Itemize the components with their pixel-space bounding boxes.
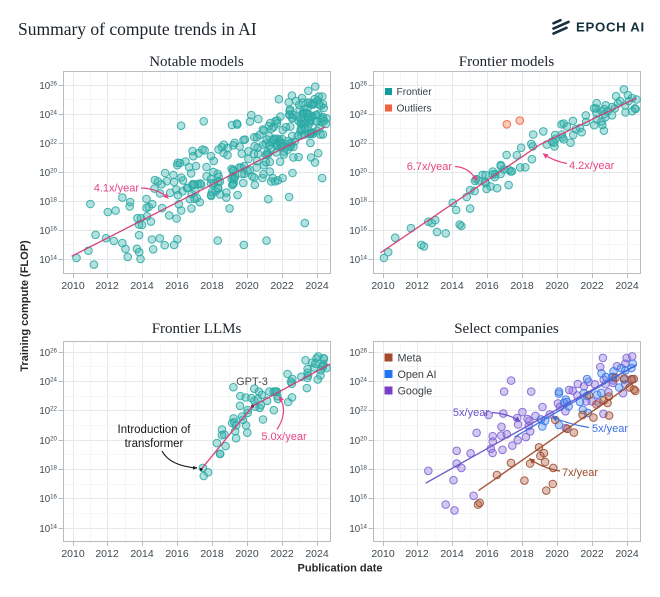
svg-text:2024: 2024 — [305, 280, 329, 292]
svg-text:1016: 1016 — [349, 225, 367, 237]
svg-text:2024: 2024 — [615, 280, 639, 292]
svg-text:2016: 2016 — [165, 280, 189, 292]
svg-text:1014: 1014 — [349, 523, 367, 535]
svg-text:2014: 2014 — [130, 548, 154, 560]
svg-text:Select companies: Select companies — [454, 321, 559, 337]
svg-text:2016: 2016 — [475, 548, 499, 560]
svg-text:2014: 2014 — [440, 548, 464, 560]
svg-text:2010: 2010 — [371, 548, 395, 560]
svg-text:Introduction of: Introduction of — [118, 424, 192, 436]
svg-text:Open AI: Open AI — [398, 369, 437, 381]
svg-text:1020: 1020 — [39, 167, 57, 179]
svg-text:2020: 2020 — [235, 548, 259, 560]
svg-text:2022: 2022 — [580, 548, 604, 560]
svg-text:1016: 1016 — [39, 493, 57, 505]
svg-text:transformer: transformer — [125, 438, 184, 450]
svg-text:2018: 2018 — [200, 280, 224, 292]
svg-text:GPT-3: GPT-3 — [236, 376, 268, 388]
svg-text:7x/year: 7x/year — [562, 467, 598, 479]
svg-text:2014: 2014 — [440, 280, 464, 292]
svg-text:Training compute (FLOP): Training compute (FLOP) — [19, 240, 31, 372]
svg-text:1016: 1016 — [39, 225, 57, 237]
svg-text:2018: 2018 — [200, 548, 224, 560]
svg-text:1026: 1026 — [39, 347, 57, 359]
svg-text:1024: 1024 — [39, 109, 57, 121]
svg-text:1024: 1024 — [349, 109, 367, 121]
svg-text:1014: 1014 — [39, 523, 57, 535]
svg-text:5x/year: 5x/year — [453, 407, 489, 419]
svg-text:2020: 2020 — [545, 280, 569, 292]
svg-text:Google: Google — [398, 386, 433, 398]
svg-text:1026: 1026 — [349, 347, 367, 359]
svg-text:1022: 1022 — [349, 405, 367, 417]
svg-text:Outliers: Outliers — [397, 104, 432, 115]
svg-text:1018: 1018 — [349, 196, 367, 208]
svg-text:2010: 2010 — [371, 280, 395, 292]
svg-text:2020: 2020 — [235, 280, 259, 292]
svg-text:2024: 2024 — [305, 548, 329, 560]
svg-text:1024: 1024 — [39, 376, 57, 388]
svg-text:Notable models: Notable models — [149, 54, 244, 70]
svg-text:2012: 2012 — [405, 280, 429, 292]
svg-text:1020: 1020 — [349, 435, 367, 447]
svg-text:1018: 1018 — [349, 464, 367, 476]
svg-text:1022: 1022 — [39, 138, 57, 150]
svg-text:2018: 2018 — [510, 280, 534, 292]
svg-text:2012: 2012 — [95, 280, 119, 292]
svg-text:Publication date: Publication date — [298, 563, 383, 575]
svg-text:2018: 2018 — [510, 548, 534, 560]
svg-text:1020: 1020 — [349, 167, 367, 179]
svg-text:1024: 1024 — [349, 376, 367, 388]
svg-text:Frontier models: Frontier models — [459, 54, 555, 70]
svg-text:Summary of compute trends in A: Summary of compute trends in AI — [18, 19, 257, 39]
svg-text:EPOCH AI: EPOCH AI — [576, 20, 645, 35]
svg-text:Frontier LLMs: Frontier LLMs — [152, 321, 242, 337]
svg-text:5x/year: 5x/year — [592, 423, 628, 435]
svg-text:2022: 2022 — [270, 548, 294, 560]
svg-text:2012: 2012 — [405, 548, 429, 560]
svg-text:6.7x/year: 6.7x/year — [407, 161, 453, 173]
svg-text:2022: 2022 — [580, 280, 604, 292]
svg-text:2010: 2010 — [61, 280, 85, 292]
svg-text:Meta: Meta — [398, 353, 422, 365]
svg-text:1016: 1016 — [349, 493, 367, 505]
svg-text:1020: 1020 — [39, 435, 57, 447]
svg-text:1022: 1022 — [349, 138, 367, 150]
svg-text:1022: 1022 — [39, 405, 57, 417]
svg-text:1026: 1026 — [349, 80, 367, 92]
svg-text:2016: 2016 — [475, 280, 499, 292]
svg-text:1026: 1026 — [39, 80, 57, 92]
svg-text:2020: 2020 — [545, 548, 569, 560]
svg-text:1018: 1018 — [39, 196, 57, 208]
svg-text:2010: 2010 — [61, 548, 85, 560]
svg-text:4.1x/year: 4.1x/year — [94, 183, 140, 195]
svg-text:2022: 2022 — [270, 280, 294, 292]
svg-text:1018: 1018 — [39, 464, 57, 476]
svg-text:Frontier: Frontier — [397, 87, 433, 98]
svg-text:4.2x/year: 4.2x/year — [569, 160, 615, 172]
svg-text:2014: 2014 — [130, 280, 154, 292]
svg-text:1014: 1014 — [349, 254, 367, 266]
svg-text:2016: 2016 — [165, 548, 189, 560]
svg-text:2012: 2012 — [95, 548, 119, 560]
svg-text:2024: 2024 — [615, 548, 639, 560]
svg-text:5.0x/year: 5.0x/year — [261, 431, 307, 443]
svg-text:1014: 1014 — [39, 254, 57, 266]
